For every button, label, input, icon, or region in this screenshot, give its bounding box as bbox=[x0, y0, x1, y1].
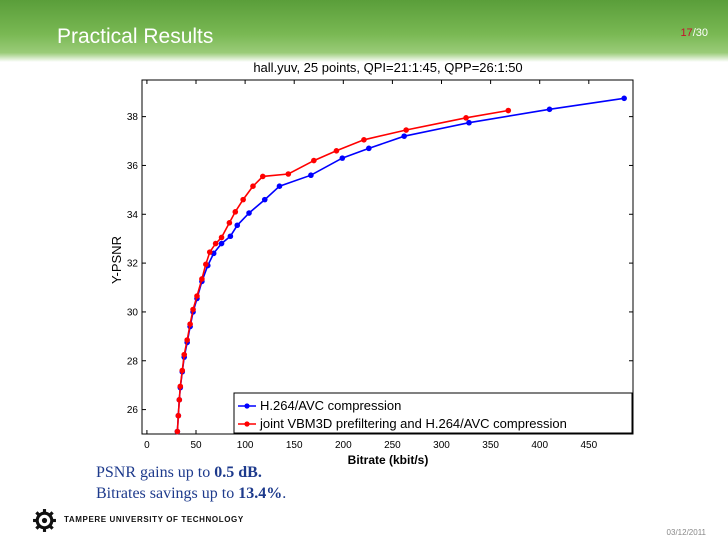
legend-box bbox=[233, 392, 633, 434]
page-separator: / bbox=[692, 27, 696, 39]
x-tick-label: 200 bbox=[335, 440, 352, 451]
x-tick-label: 100 bbox=[237, 440, 254, 451]
data-point-series-1 bbox=[184, 337, 190, 343]
data-point-series-0 bbox=[246, 210, 252, 216]
y-tick-label: 34 bbox=[127, 210, 139, 221]
note-bitrate-prefix: Bitrates savings up to bbox=[96, 485, 239, 502]
y-tick-label: 38 bbox=[127, 112, 139, 123]
data-point-series-1 bbox=[187, 321, 193, 327]
note-bitrate-value: 13.4% bbox=[238, 485, 283, 502]
legend: H.264/AVC compression joint VBM3D prefil… bbox=[233, 392, 633, 434]
x-tick-label: 250 bbox=[384, 440, 401, 451]
legend-label-vbm3d: joint VBM3D prefiltering and H.264/AVC c… bbox=[259, 416, 567, 431]
data-point-series-1 bbox=[226, 220, 233, 226]
data-point-series-0 bbox=[234, 222, 241, 229]
data-point-series-0 bbox=[308, 172, 314, 179]
data-point-series-1 bbox=[190, 306, 196, 313]
page-total: 30 bbox=[695, 27, 708, 39]
data-point-series-1 bbox=[311, 157, 317, 164]
legend-marker-vbm3d bbox=[244, 421, 250, 427]
data-point-series-1 bbox=[403, 127, 409, 133]
x-tick-label: 300 bbox=[433, 440, 450, 451]
x-axis-label: Bitrate (kbit/s) bbox=[348, 453, 429, 467]
legend-label-h264: H.264/AVC compression bbox=[260, 398, 401, 413]
data-point-series-1 bbox=[333, 148, 340, 154]
data-point-series-0 bbox=[466, 119, 472, 126]
data-point-series-0 bbox=[276, 183, 283, 189]
data-point-series-1 bbox=[232, 209, 239, 215]
data-point-series-0 bbox=[339, 155, 346, 161]
data-point-series-0 bbox=[621, 95, 627, 102]
note-bitrate-suffix: . bbox=[282, 485, 287, 502]
footer-organization: TAMPERE UNIVERSITY OF TECHNOLOGY bbox=[64, 515, 244, 524]
data-point-series-1 bbox=[194, 293, 200, 299]
y-tick-label: 32 bbox=[127, 259, 139, 270]
data-point-series-1 bbox=[250, 183, 256, 189]
x-tick-label: 350 bbox=[482, 440, 499, 451]
data-point-series-1 bbox=[259, 173, 266, 180]
plot-area bbox=[141, 79, 634, 435]
data-point-series-1 bbox=[203, 261, 209, 268]
data-point-series-0 bbox=[261, 196, 268, 203]
page-number: 17/30 bbox=[680, 27, 708, 39]
slide-title: Practical Results bbox=[57, 25, 214, 48]
data-point-series-1 bbox=[240, 196, 246, 203]
x-tick-label: 450 bbox=[580, 440, 597, 451]
data-point-series-1 bbox=[179, 367, 186, 374]
y-tick-label: 36 bbox=[127, 161, 139, 172]
note-psnr-prefix: PSNR gains up to bbox=[96, 464, 215, 481]
data-point-series-0 bbox=[546, 106, 553, 113]
data-point-series-1 bbox=[285, 171, 292, 177]
legend-marker-h264 bbox=[244, 403, 250, 409]
results-notes: PSNR gains up to 0.5 dB. Bitrates saving… bbox=[96, 462, 286, 504]
y-tick-label: 26 bbox=[127, 405, 139, 416]
data-point-series-1 bbox=[212, 240, 219, 247]
gear-logo-icon bbox=[33, 509, 56, 532]
x-tick-label: 400 bbox=[531, 440, 548, 451]
note-psnr-value: 0.5 dB. bbox=[214, 464, 262, 481]
data-point-series-1 bbox=[463, 115, 469, 121]
footer-date: 03/12/2011 bbox=[666, 528, 706, 537]
y-tick-label: 30 bbox=[127, 307, 139, 318]
data-point-series-1 bbox=[505, 107, 512, 114]
data-point-series-1 bbox=[175, 412, 182, 419]
data-point-series-1 bbox=[174, 428, 181, 435]
note-psnr-gain: PSNR gains up to 0.5 dB. bbox=[96, 462, 286, 483]
data-point-series-1 bbox=[218, 234, 225, 241]
slide-header-bar bbox=[0, 0, 728, 62]
chart-title: hall.yuv, 25 points, QPI=21:1:45, QPP=26… bbox=[253, 60, 522, 75]
x-tick-label: 150 bbox=[286, 440, 303, 451]
data-point-series-1 bbox=[181, 351, 188, 358]
data-point-series-0 bbox=[366, 145, 372, 152]
y-axis-label: Y-PSNR bbox=[109, 236, 124, 284]
data-point-series-1 bbox=[176, 397, 183, 403]
data-point-series-1 bbox=[199, 276, 205, 282]
page-current: 17 bbox=[680, 27, 693, 39]
series-layer bbox=[174, 95, 627, 435]
x-tick-label: 50 bbox=[190, 440, 202, 451]
data-point-series-1 bbox=[361, 137, 367, 143]
data-point-series-0 bbox=[401, 133, 407, 139]
data-point-series-0 bbox=[218, 240, 225, 247]
data-point-series-1 bbox=[206, 249, 213, 255]
data-point-series-1 bbox=[177, 383, 184, 390]
data-point-series-0 bbox=[227, 233, 234, 240]
x-tick-label: 0 bbox=[144, 440, 150, 451]
note-bitrate-saving: Bitrates savings up to 13.4%. bbox=[96, 483, 286, 504]
y-tick-label: 28 bbox=[127, 356, 139, 367]
